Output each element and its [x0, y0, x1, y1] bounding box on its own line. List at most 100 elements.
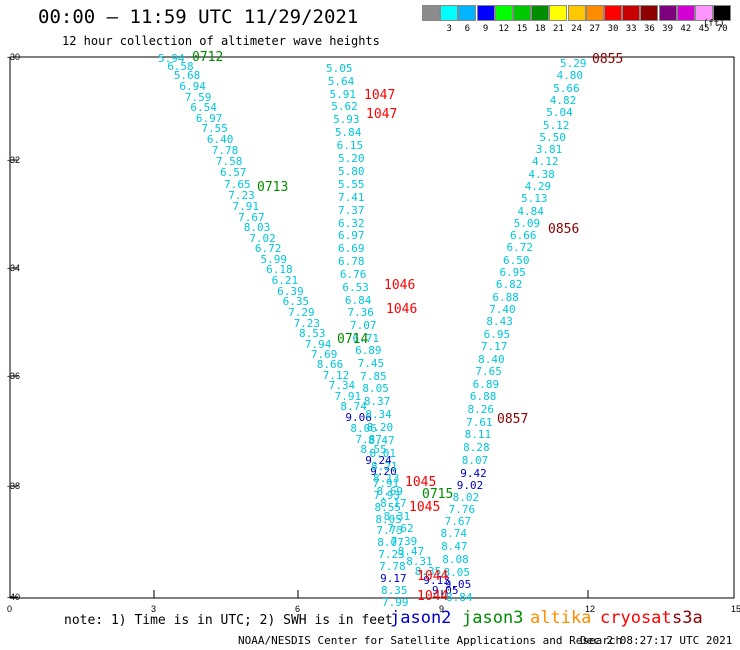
- swh-value-label: 6.88: [469, 390, 497, 404]
- swh-value-label: 9.13: [423, 574, 450, 588]
- swh-value-label: 5.80: [338, 164, 365, 178]
- swh-value-label: 8.20: [366, 421, 394, 435]
- scale-label: 24: [571, 24, 583, 34]
- swh-value-label: 6.54: [190, 101, 217, 115]
- swh-value-label: 7.93: [373, 488, 401, 502]
- scale-swatch: [494, 5, 513, 21]
- scale-label: 33: [625, 24, 637, 34]
- swh-value-label: 7.07: [349, 318, 377, 332]
- swh-value-label: 7.58: [215, 155, 243, 169]
- pass-time-label: 1044: [417, 589, 449, 604]
- pass-time-label: 1047: [366, 107, 398, 122]
- swh-value-label: 5.50: [539, 130, 566, 144]
- pass-time-label: 0714: [337, 332, 369, 347]
- swh-value-label: 8.47: [368, 433, 395, 447]
- pass-time-label: 0713: [257, 180, 289, 195]
- scale-label: 21: [552, 24, 564, 34]
- lon-tick-label: 6: [295, 604, 300, 614]
- pass-time-label: 0712: [192, 50, 224, 65]
- swh-value-label: 7.55: [201, 122, 228, 136]
- swh-value-label: 6.76: [339, 268, 367, 282]
- scale-swatch: [531, 5, 550, 21]
- scale-swatch: [476, 5, 495, 21]
- swh-value-label: 5.91: [329, 87, 357, 101]
- swh-value-label: 7.87: [355, 432, 382, 446]
- scale-label: 36: [643, 24, 655, 34]
- swh-value-label: 6.72: [506, 241, 533, 255]
- swh-value-label: 8.31: [383, 509, 411, 523]
- swh-value-label: 6.89: [355, 344, 382, 358]
- swh-value-label: 6.88: [492, 290, 519, 304]
- swh-value-label: 7.85: [360, 369, 387, 383]
- swh-value-label: 6.40: [206, 133, 234, 147]
- pass-time-label: 1045: [405, 475, 437, 490]
- swh-value-label: 8.07: [377, 536, 404, 550]
- satellite-legend-item: jason3: [462, 608, 524, 628]
- swh-value-label: 8.08: [442, 552, 469, 566]
- swh-value-label: 8.01: [369, 446, 397, 460]
- swh-value-label: 8.05: [362, 382, 389, 396]
- pass-time-label: 0856: [548, 222, 580, 237]
- lon-tick-label: 15: [731, 604, 740, 614]
- swh-value-label: 6.84: [344, 293, 372, 307]
- swh-value-label: 8.55: [360, 443, 387, 457]
- swh-value-label: 6.89: [472, 377, 500, 391]
- swh-value-label: 5.68: [173, 69, 201, 83]
- swh-value-label: 4.38: [528, 167, 555, 181]
- swh-value-label: 7.78: [379, 560, 406, 574]
- scale-label: 39: [662, 24, 674, 34]
- swh-value-label: 9.17: [380, 572, 407, 586]
- scale-label: 15: [516, 24, 528, 34]
- swh-value-label: 7.75: [376, 524, 403, 538]
- swh-value-label: 9.20: [370, 465, 397, 479]
- swh-value-label: 6.82: [495, 278, 523, 292]
- swh-value-label: 7.65: [475, 365, 502, 379]
- swh-value-label: 4.12: [532, 155, 559, 169]
- swh-value-label: 7.23: [293, 316, 321, 330]
- lon-tick-label: 9: [439, 604, 444, 614]
- scale-label: 70: [716, 24, 728, 34]
- swh-value-label: 8.28: [463, 441, 490, 455]
- swh-value-label: 7.61: [466, 415, 493, 429]
- swh-value-label: 7.67: [238, 210, 265, 224]
- swh-value-label: 7.91: [232, 200, 260, 213]
- pass-time-label: 1044: [417, 569, 449, 584]
- swh-value-label: 8.02: [452, 490, 480, 504]
- scale-label: 12: [498, 24, 510, 34]
- lon-tick-label: 3: [151, 604, 156, 614]
- swh-value-label: 8.26: [467, 402, 495, 416]
- swh-value-label: 9.42: [460, 466, 487, 480]
- scale-swatch: [695, 5, 713, 21]
- map-axes: -30 -32 -34 -36 -38 -40 0 3 6 9 12 15: [7, 52, 740, 614]
- scale-swatch: [713, 5, 732, 21]
- scale-label: 27: [589, 24, 601, 34]
- swh-value-label: 5.64: [327, 74, 355, 88]
- swh-value-label: 8.55: [374, 500, 401, 514]
- swh-value-label: 7.17: [480, 340, 508, 354]
- swh-value-label: 8.13: [372, 472, 400, 486]
- swh-value-label: 7.45: [357, 357, 385, 370]
- swh-value-label: 6.18: [266, 263, 293, 277]
- swh-value-label: 4.84: [517, 204, 544, 218]
- map-title: 00:00 – 11:59 UTC 11/29/2021: [38, 6, 359, 28]
- swh-value-label: 8.69: [376, 484, 404, 498]
- lon-tick-label: 0: [7, 604, 12, 614]
- scale-swatch: [458, 5, 477, 21]
- map-frame: [9, 56, 735, 599]
- swh-value-label: 7.59: [184, 90, 212, 104]
- swh-value-label: 7.23: [228, 188, 255, 202]
- swh-value-label: 8.35: [414, 564, 442, 578]
- scale-swatch: [567, 5, 586, 21]
- swh-value-label: 8.05: [375, 512, 402, 526]
- scale-swatch: [440, 5, 459, 21]
- footer-timestamp: Dec 2 08:27:17 UTC 2021: [580, 634, 733, 647]
- lat-tick-label: -36: [7, 371, 20, 381]
- swh-value-label: 8.74: [440, 527, 468, 541]
- pass-time-label: 1046: [384, 278, 416, 293]
- scale-label: 6: [464, 24, 471, 34]
- swh-value-label: 5.04: [546, 106, 573, 120]
- swh-value-label: 7.37: [338, 203, 365, 217]
- scale-swatch: [549, 5, 568, 21]
- swh-value-label: 8.40: [478, 352, 505, 366]
